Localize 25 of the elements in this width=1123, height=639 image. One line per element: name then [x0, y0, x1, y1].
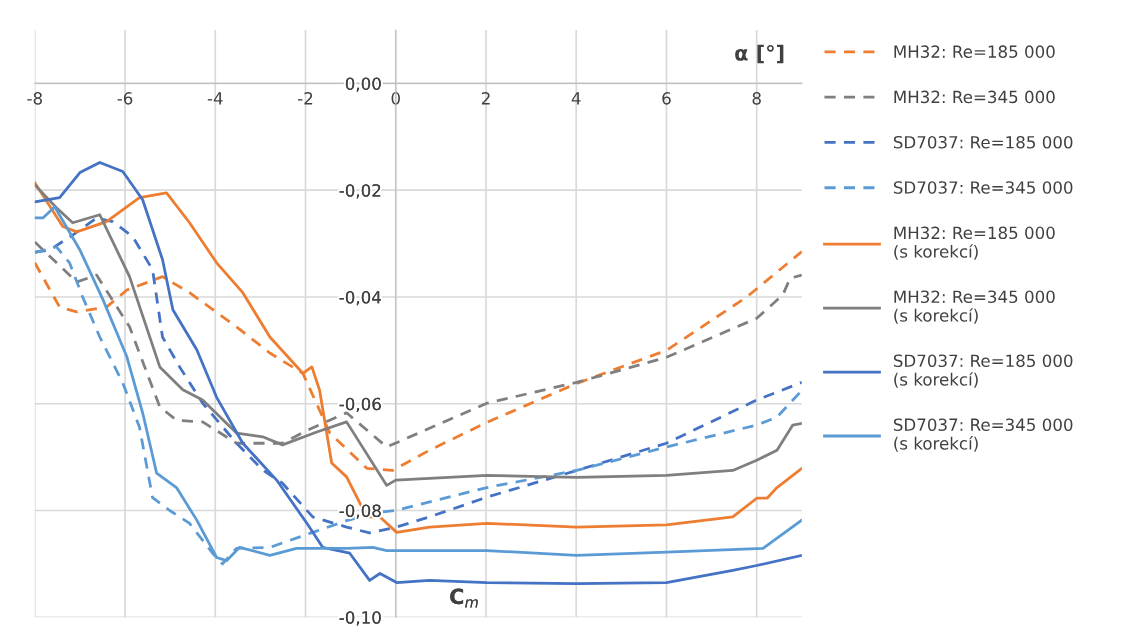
legend-label: MH32: Re=345 000 (s korekcí)	[894, 290, 1055, 324]
legend-label: SD7037: Re=185 000	[893, 135, 1073, 149]
legend-label: MH32: Re=185 000 (s korekcí)	[894, 226, 1055, 260]
x-tick-label: -8	[27, 92, 42, 105]
legend-label: MH32: Re=185 000	[894, 45, 1055, 58]
x-tick-label: 6	[662, 92, 671, 105]
x-tick-label: 8	[752, 92, 761, 105]
y-tick-label: -0,02	[339, 184, 381, 199]
x-tick-label: -4	[207, 92, 223, 105]
legend-label: SD7037: Re=185 000 (s korekcí)	[893, 354, 1073, 388]
y-tick-label: 0,00	[345, 77, 381, 92]
legend-label: SD7037: Re=345 000 (s korekcí)	[893, 418, 1073, 452]
legend-label: SD7037: Re=345 000	[893, 181, 1073, 194]
y-tick-label: -0,04	[339, 290, 381, 306]
line-series	[34, 161, 802, 586]
y-axis-title: C$_{m}$	[450, 588, 478, 608]
legend-label: MH32: Re=345 000	[894, 90, 1055, 104]
y-tick-label: -0,06	[339, 397, 381, 412]
x-tick-label: 2	[481, 92, 490, 105]
x-tick-label: 4	[571, 92, 581, 105]
x-axis-title: α [°]	[735, 44, 784, 64]
y-tick-label: -0,10	[339, 611, 381, 626]
x-tick-label: -6	[117, 92, 133, 105]
x-tick-label: 0	[391, 92, 400, 105]
x-tick-label: -2	[298, 92, 313, 105]
